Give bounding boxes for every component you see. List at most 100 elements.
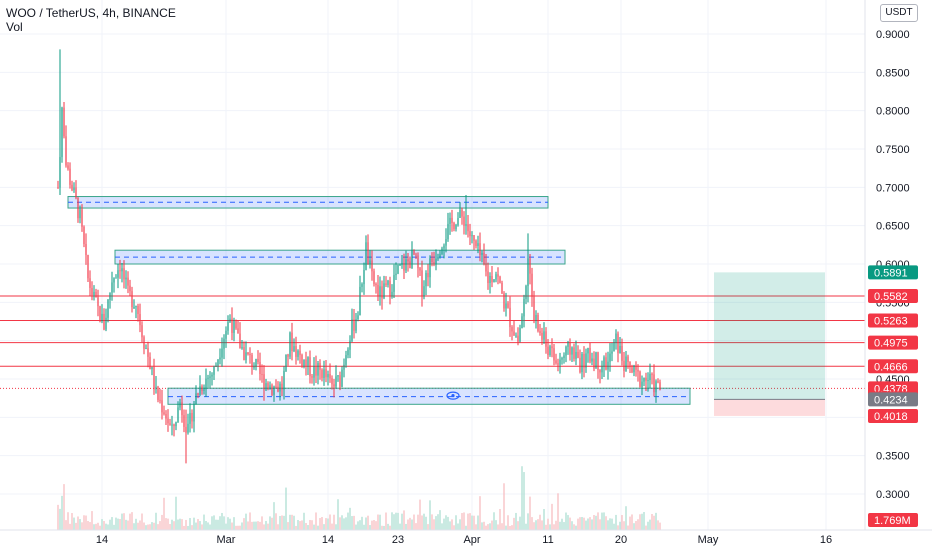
volume-bar	[205, 520, 207, 530]
volume-bar	[197, 519, 199, 530]
volume-bar	[515, 512, 517, 530]
candle-body	[265, 383, 267, 390]
candle-body	[353, 319, 355, 331]
volume-bar	[211, 516, 213, 530]
candle-body	[223, 338, 225, 349]
candle-body	[307, 357, 309, 366]
candle-body	[233, 320, 235, 333]
volume-bar	[441, 523, 443, 530]
currency-button[interactable]: USDT	[880, 4, 918, 22]
candle-body	[255, 358, 257, 367]
candle-body	[407, 259, 409, 262]
volume-bar	[339, 517, 341, 530]
volume-bar	[237, 525, 239, 530]
volume-bar	[415, 523, 417, 530]
candle-body	[79, 209, 81, 219]
volume-indicator-label[interactable]: Vol	[6, 20, 23, 34]
volume-bar	[553, 524, 555, 530]
candles	[57, 49, 661, 464]
candle-body	[485, 264, 487, 272]
candle-body	[191, 412, 193, 422]
volume-bar	[313, 524, 315, 530]
candle-body	[367, 242, 369, 264]
volume-bar	[199, 521, 201, 530]
volume-bar	[107, 524, 109, 530]
volume-bar	[349, 507, 351, 530]
symbol-title[interactable]: WOO / TetherUS, 4h, BINANCE	[6, 6, 176, 20]
volume-bar	[193, 517, 195, 530]
candle-body	[635, 365, 637, 370]
candle-body	[623, 360, 625, 371]
volume-bar	[555, 520, 557, 530]
candle-body	[267, 383, 269, 389]
candle-body	[263, 374, 265, 390]
candle-body	[169, 423, 171, 425]
candle-body	[221, 348, 223, 358]
volume-bar	[275, 513, 277, 530]
volume-bar	[479, 496, 481, 530]
volume-bar	[433, 519, 435, 530]
candle-body	[521, 316, 523, 329]
volume-bar	[291, 514, 293, 530]
price-tags: 0.58910.55820.52630.49750.46660.437833:3…	[868, 265, 918, 527]
volume-bar	[343, 518, 345, 530]
long-position-tool[interactable]	[714, 272, 825, 416]
candle-body	[123, 268, 125, 280]
candle-body	[133, 307, 135, 309]
candle-body	[313, 366, 315, 378]
candle-body	[391, 291, 393, 297]
volume-bar	[597, 512, 599, 530]
candle-body	[239, 333, 241, 349]
candle-body	[383, 283, 385, 299]
volume-bar	[297, 519, 299, 530]
volume-bar	[267, 523, 269, 530]
candle-body	[245, 352, 247, 360]
volume-bar	[225, 523, 227, 530]
volume-bar	[615, 514, 617, 530]
volume-bar	[323, 524, 325, 530]
candle-body	[121, 268, 123, 272]
candle-body	[495, 274, 497, 280]
support-resistance-zones[interactable]	[67, 196, 691, 405]
volume-bar	[337, 499, 339, 530]
x-tick-label: 14	[322, 534, 334, 546]
candle-body	[381, 286, 383, 299]
volume-bar	[147, 524, 149, 530]
candle-body	[589, 348, 591, 362]
volume-bar	[77, 516, 79, 530]
volume-bar	[263, 524, 265, 530]
volume-bar	[399, 523, 401, 530]
candle-body	[497, 274, 499, 277]
candle-body	[547, 346, 549, 355]
candle-body	[549, 346, 551, 355]
volume-bar	[329, 514, 331, 530]
volume-bar	[493, 512, 495, 530]
y-tick-label: 0.8500	[876, 67, 910, 79]
volume-bar	[449, 521, 451, 530]
candle-body	[61, 107, 63, 158]
volume-bar	[341, 515, 343, 530]
volume-bar	[359, 520, 361, 530]
candle-body	[599, 369, 601, 373]
candle-body	[349, 340, 351, 350]
candle-body	[69, 168, 71, 185]
volume-bar	[239, 525, 241, 530]
candle-body	[437, 256, 439, 259]
candle-body	[251, 354, 253, 367]
candle-body	[559, 359, 561, 365]
candle-body	[435, 258, 437, 264]
volume-bar	[611, 518, 613, 530]
candle-body	[95, 291, 97, 298]
candle-body	[439, 254, 441, 257]
candle-body	[77, 197, 79, 219]
volume-bar	[527, 513, 529, 530]
candle-body	[421, 270, 423, 297]
volume-bar	[365, 517, 367, 530]
volume-bar	[101, 519, 103, 530]
price-tag-label: 0.4018	[874, 411, 908, 423]
volume-bar	[191, 525, 193, 530]
candle-body	[451, 217, 453, 223]
volume-bar	[273, 502, 275, 530]
volume-bar	[221, 512, 223, 530]
